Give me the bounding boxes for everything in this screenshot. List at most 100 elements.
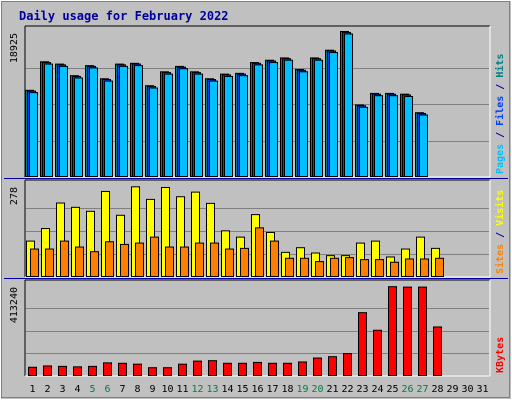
day-label: 12 xyxy=(191,384,203,395)
day-label: 15 xyxy=(236,384,248,395)
kbytes-bar xyxy=(313,357,322,377)
pages-bar xyxy=(314,59,323,177)
pages-bar xyxy=(29,92,38,177)
sites-bar xyxy=(30,248,39,277)
sites-bar xyxy=(420,258,429,277)
day-label: 1 xyxy=(29,384,35,395)
legend-entry: Files xyxy=(494,96,506,126)
day-label: 28 xyxy=(431,384,443,395)
sites-bar xyxy=(135,242,144,277)
sites-bar xyxy=(225,248,234,277)
pages-bar xyxy=(44,63,53,177)
kbytes-bar xyxy=(73,366,82,377)
pages-bar xyxy=(254,64,263,177)
pages-bar xyxy=(359,106,368,177)
panel-1: 18925 Pages / Files / Hits xyxy=(9,25,506,178)
sites-bar xyxy=(165,246,174,277)
day-label: 4 xyxy=(74,384,80,395)
kbytes-bar xyxy=(238,362,247,377)
sites-bar xyxy=(405,258,414,277)
day-label: 3 xyxy=(59,384,65,395)
sites-bar xyxy=(390,261,399,277)
sites-bar xyxy=(255,227,264,277)
day-label: 27 xyxy=(416,384,428,395)
kbytes-bar xyxy=(58,365,67,377)
panel-2-scale-label: 278 xyxy=(9,187,20,205)
day-label: 14 xyxy=(221,384,233,395)
sites-bar xyxy=(60,240,69,277)
day-label: 20 xyxy=(311,384,323,395)
day-label: 23 xyxy=(356,384,368,395)
day-label: 8 xyxy=(134,384,140,395)
kbytes-bar xyxy=(343,353,352,376)
kbytes-bar xyxy=(223,362,232,377)
kbytes-bar xyxy=(178,363,187,376)
kbytes-bar xyxy=(118,362,127,377)
pages-bar xyxy=(239,75,248,177)
legend-entry: KBytes xyxy=(495,337,506,373)
day-label: 2 xyxy=(44,384,50,395)
pages-bar xyxy=(149,87,158,177)
day-label: 5 xyxy=(89,384,95,395)
pages-bar xyxy=(119,65,128,177)
kbytes-bar xyxy=(193,360,202,377)
panel-1-legend: Pages / Files / Hits xyxy=(494,54,506,174)
day-label: 29 xyxy=(446,384,458,395)
panel-2-legend: Sites / Visits xyxy=(494,190,506,274)
sites-bar xyxy=(315,261,324,278)
legend-entry: / xyxy=(495,126,506,144)
kbytes-bar xyxy=(103,362,112,377)
kbytes-bar xyxy=(373,329,382,376)
kbytes-bar xyxy=(418,286,427,376)
panel-3-legend: KBytes xyxy=(495,337,506,373)
kbytes-bar xyxy=(403,286,412,376)
day-axis-labels: 1 2 3 4 5 6 7 8 9 10 11 12 13 14 15 16 17 18 19 20 21 22 23 24 2… xyxy=(29,384,488,395)
day-label: 10 xyxy=(161,384,173,395)
kbytes-bar xyxy=(268,362,277,377)
chart-title: Daily usage for February 2022 xyxy=(19,9,229,23)
pages-bar xyxy=(284,59,293,177)
day-label: 31 xyxy=(476,384,488,395)
kbytes-bar xyxy=(43,365,52,376)
day-label: 26 xyxy=(401,384,413,395)
sites-bar xyxy=(435,257,444,277)
day-label: 19 xyxy=(296,384,308,395)
kbytes-bar xyxy=(328,356,337,376)
sites-bar xyxy=(90,251,99,278)
pages-bar xyxy=(59,65,68,177)
pages-bar xyxy=(74,77,83,177)
pages-bar xyxy=(404,95,413,177)
sites-bar xyxy=(120,243,129,278)
pages-bar xyxy=(209,80,218,177)
pages-bar xyxy=(89,67,98,177)
legend-entry: Sites xyxy=(494,244,506,274)
legend-entry: Visits xyxy=(494,190,506,226)
kbytes-bar xyxy=(388,286,397,376)
day-label: 25 xyxy=(386,384,398,395)
pages-bar xyxy=(164,73,173,177)
pages-bar xyxy=(179,68,188,177)
pages-bar xyxy=(104,80,113,177)
panel-3: 413240 KBytes xyxy=(9,279,506,377)
series-pages xyxy=(29,33,428,178)
panel-3-scale-label: 413240 xyxy=(9,287,20,323)
kbytes-bar xyxy=(28,366,37,376)
legend-entry: / xyxy=(495,78,506,96)
sites-bar xyxy=(105,241,114,277)
pages-bar xyxy=(389,95,398,177)
pages-bar xyxy=(269,62,278,177)
kbytes-bar xyxy=(358,312,367,376)
day-label: 11 xyxy=(176,384,188,395)
sites-bar xyxy=(330,257,339,277)
kbytes-bar xyxy=(433,326,442,376)
pages-bar xyxy=(419,114,428,177)
day-label: 30 xyxy=(461,384,473,395)
day-label: 22 xyxy=(341,384,353,395)
day-label: 13 xyxy=(206,384,218,395)
sites-bar xyxy=(360,259,369,277)
pages-bar xyxy=(224,75,233,177)
panel-1-scale-label: 18925 xyxy=(9,33,20,63)
